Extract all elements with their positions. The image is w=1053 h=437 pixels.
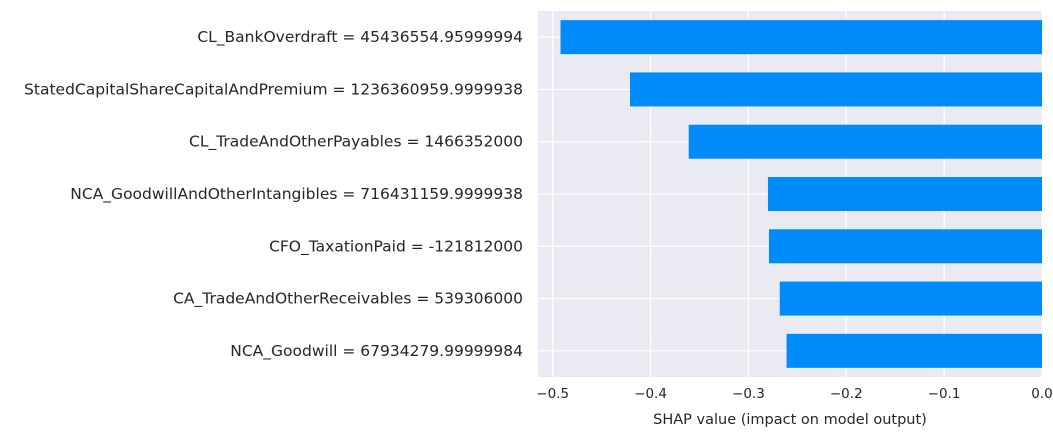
category-label: CFO_TaxationPaid = -121812000 (269, 237, 523, 256)
x-tick-label: −0.1 (928, 386, 961, 402)
category-label: CL_BankOverdraft = 45436554.95999994 (197, 28, 523, 47)
bar (688, 124, 1042, 159)
bar (786, 333, 1042, 368)
x-tick-label: −0.3 (732, 386, 765, 402)
bar-layer (560, 20, 1042, 368)
bar (767, 177, 1042, 211)
category-labels: CL_BankOverdraft = 45436554.95999994 Stat… (24, 28, 523, 361)
x-tick-label: 0.0 (1031, 386, 1052, 402)
category-label: NCA_Goodwill = 67934279.99999984 (230, 342, 523, 361)
category-label: CL_TradeAndOtherPayables = 1466352000 (189, 133, 523, 152)
x-tick-label: −0.2 (830, 386, 863, 402)
bar (779, 281, 1042, 316)
x-axis-label: SHAP value (impact on model output) (653, 412, 927, 428)
category-label: CA_TradeAndOtherReceivables = 539306000 (173, 290, 523, 309)
category-label: NCA_GoodwillAndOtherIntangibles = 716431… (70, 185, 523, 204)
bar (560, 20, 1042, 55)
bar (768, 229, 1042, 264)
x-axis-ticks: −0.5 −0.4 −0.3 −0.2 −0.1 0.0 (536, 386, 1052, 402)
x-tick-label: −0.5 (536, 386, 569, 402)
category-label: StatedCapitalShareCapitalAndPremium = 12… (24, 80, 523, 98)
x-tick-label: −0.4 (634, 386, 667, 402)
bar (629, 72, 1042, 107)
